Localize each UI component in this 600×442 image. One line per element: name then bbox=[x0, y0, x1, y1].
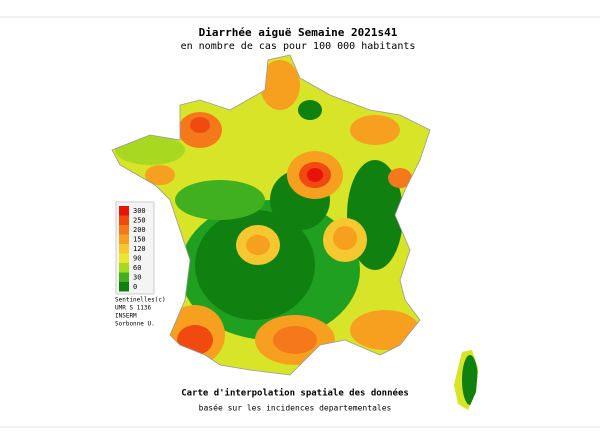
legend-label: 30 bbox=[133, 274, 141, 282]
legend-swatch bbox=[119, 253, 129, 263]
credit-line: INSERM bbox=[115, 313, 137, 320]
legend-label: 60 bbox=[133, 264, 141, 272]
legend-label: 150 bbox=[133, 236, 146, 244]
legend-swatch bbox=[119, 272, 129, 282]
title: Diarrhée aiguë Semaine 2021s41 bbox=[199, 26, 398, 39]
legend-label: 0 bbox=[133, 283, 137, 291]
legend-swatch bbox=[119, 215, 129, 225]
credit-line: UMR S 1136 bbox=[115, 305, 152, 312]
legend-swatch bbox=[119, 244, 129, 254]
credit-line: Sentinelles(c) bbox=[115, 297, 166, 304]
legend-label: 200 bbox=[133, 226, 146, 234]
legend-label: 90 bbox=[133, 255, 141, 263]
legend-swatch bbox=[119, 206, 129, 216]
corsica bbox=[454, 350, 478, 410]
legend-swatch bbox=[119, 234, 129, 244]
legend-swatch bbox=[119, 263, 129, 273]
legend-label: 300 bbox=[133, 207, 146, 215]
credit-line: Sorbonne U. bbox=[115, 321, 155, 328]
subtitle: en nombre de cas pour 100 000 habitants bbox=[181, 41, 416, 52]
legend-label: 120 bbox=[133, 245, 146, 253]
legend-swatch bbox=[119, 225, 129, 235]
footer-title: Carte d'interpolation spatiale des donné… bbox=[181, 388, 409, 399]
legend-swatch bbox=[119, 282, 129, 292]
legend-label: 250 bbox=[133, 217, 146, 225]
footer-subtitle: basée sur les incidences departementales bbox=[199, 403, 392, 413]
